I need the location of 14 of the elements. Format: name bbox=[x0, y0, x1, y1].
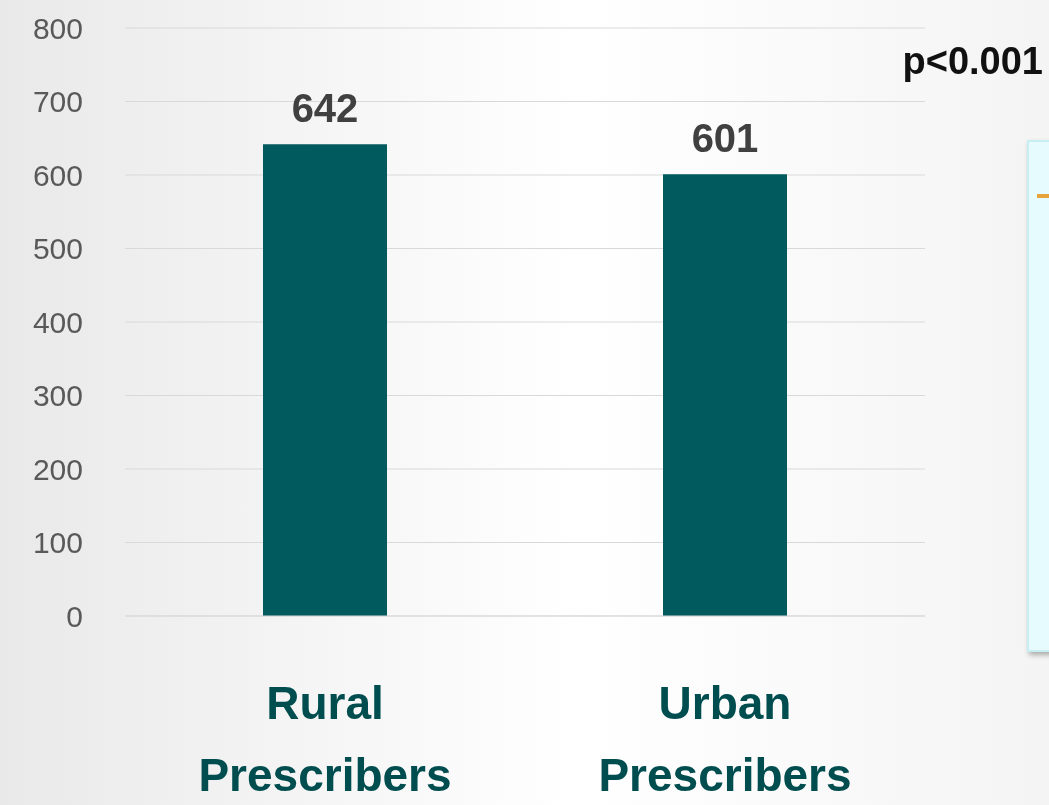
annotation: p<0.001 bbox=[902, 40, 1043, 83]
y-tick-label: 100 bbox=[32, 526, 83, 560]
y-tick-label: 600 bbox=[32, 158, 83, 192]
y-tick-label: 200 bbox=[32, 452, 83, 486]
x-tick-label: Urban Prescribers bbox=[598, 677, 852, 801]
data-label: 642 bbox=[291, 86, 359, 131]
y-tick-label: 700 bbox=[32, 85, 83, 119]
x-tick-label: Rural Prescribers bbox=[198, 677, 452, 801]
y-tick-label: 300 bbox=[32, 379, 83, 413]
y-tick-label: 0 bbox=[66, 599, 83, 633]
y-tick-label: 800 bbox=[32, 11, 83, 45]
y-tick-label: 400 bbox=[32, 305, 83, 339]
data-label: 601 bbox=[691, 116, 759, 161]
y-tick-label: 500 bbox=[32, 232, 83, 266]
